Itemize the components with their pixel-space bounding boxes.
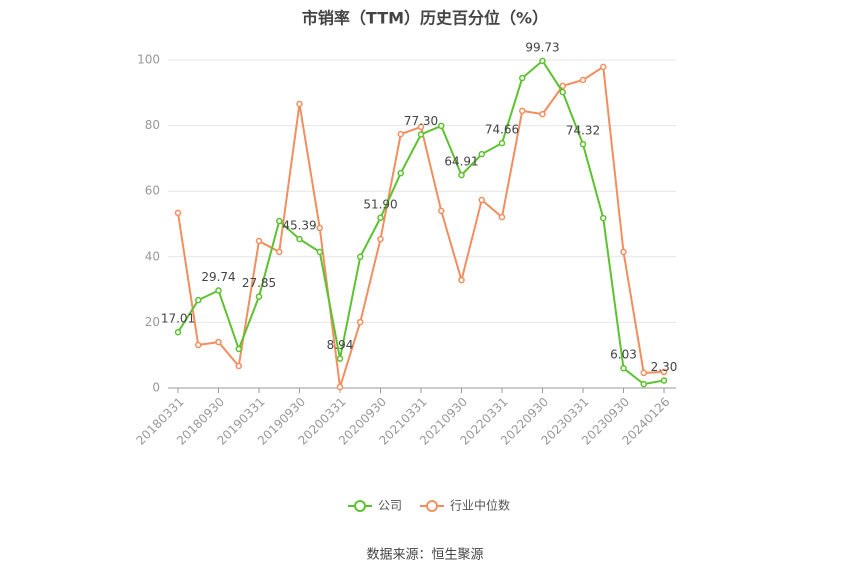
point [174,209,182,217]
value-label: 27.85 [242,276,276,290]
point [255,237,263,245]
point [215,338,222,346]
point [579,76,587,84]
series-line [177,59,665,386]
point [336,355,344,362]
point [195,341,202,349]
point [640,380,647,388]
point [660,368,668,376]
point [357,253,364,261]
point [296,235,303,243]
point [215,287,222,294]
value-label: 74.66 [485,123,519,137]
point [519,74,526,82]
point [255,293,263,300]
point [377,214,384,222]
point [296,100,303,108]
point [478,196,485,204]
legend-marker [426,500,439,512]
point [316,248,323,256]
value-label: 64.91 [444,155,478,169]
point [276,248,283,256]
point [458,171,465,179]
point [316,224,323,232]
point [235,362,242,370]
point [377,235,384,243]
point [539,110,546,118]
y-tick-label: 100 [137,53,160,67]
point [660,377,668,384]
value-label: 6.03 [610,348,637,362]
value-label: 17.01 [161,312,195,326]
y-tick-label: 40 [145,249,160,263]
point [600,63,607,71]
point [519,107,526,115]
value-label: 45.39 [282,219,316,233]
point [458,276,465,284]
value-label: 29.74 [201,270,235,284]
point [559,82,566,90]
value-label: 99.73 [525,40,559,54]
point [417,131,425,138]
point [336,383,344,391]
y-tick-label: 20 [145,315,160,329]
point [498,213,506,221]
point [397,130,404,138]
point [478,150,485,158]
legend-label: 行业中位数 [450,498,510,513]
point [559,88,566,96]
point [438,122,445,130]
value-label: 51.90 [363,197,397,211]
point [600,214,607,222]
point [357,318,364,326]
legend-label: 公司 [378,499,402,513]
y-tick-label: 0 [152,381,160,395]
point [195,296,202,304]
point [397,169,404,177]
point [620,364,627,372]
source-note: 数据来源：恒生聚源 [366,548,483,563]
point [417,123,425,131]
point [620,248,627,256]
point [539,57,546,65]
point [174,328,182,336]
legend-marker [354,500,366,512]
value-label: 77.30 [404,114,438,128]
value-label: 8.94 [327,338,354,352]
y-tick-label: 80 [145,118,160,132]
value-label: 74.32 [566,124,600,138]
point [235,345,242,353]
chart-title: 市销率（TTM）历史百分位（%） [302,9,548,28]
value-label: 2.30 [651,360,678,374]
point [640,369,647,377]
point [579,140,587,148]
y-tick-label: 60 [145,184,160,198]
point [498,139,506,147]
point [276,217,283,225]
point [438,207,445,215]
